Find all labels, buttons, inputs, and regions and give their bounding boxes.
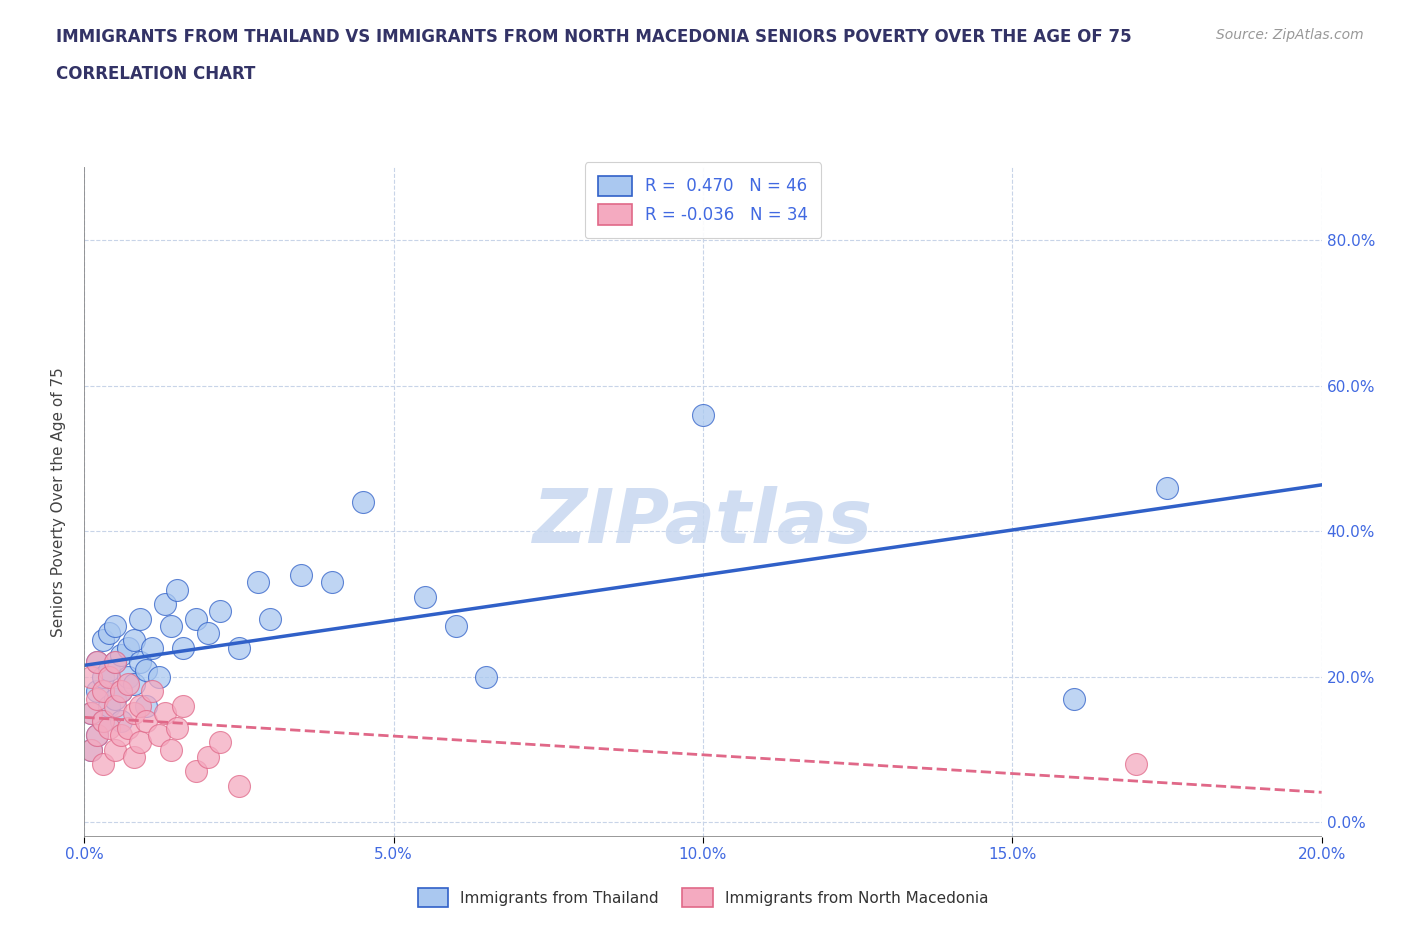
Point	[1063, 691, 1085, 706]
Point	[184, 611, 207, 626]
Point	[352, 495, 374, 510]
Point	[122, 706, 145, 721]
Point	[129, 655, 152, 670]
Y-axis label: Seniors Poverty Over the Age of 75: Seniors Poverty Over the Age of 75	[51, 367, 66, 637]
Text: ZIPatlas: ZIPatlas	[533, 485, 873, 559]
Text: Source: ZipAtlas.com: Source: ZipAtlas.com	[1216, 28, 1364, 42]
Point	[110, 647, 132, 662]
Point	[104, 698, 127, 713]
Point	[148, 670, 170, 684]
Point	[86, 684, 108, 698]
Point	[141, 641, 163, 656]
Point	[98, 698, 121, 713]
Point	[79, 742, 101, 757]
Point	[110, 684, 132, 698]
Point	[104, 655, 127, 670]
Point	[122, 677, 145, 692]
Point	[135, 713, 157, 728]
Point	[321, 575, 343, 590]
Point	[413, 590, 436, 604]
Point	[184, 764, 207, 779]
Point	[117, 677, 139, 692]
Point	[104, 655, 127, 670]
Point	[172, 698, 194, 713]
Point	[117, 721, 139, 736]
Point	[79, 706, 101, 721]
Point	[153, 597, 176, 612]
Point	[209, 604, 232, 618]
Point	[122, 633, 145, 648]
Point	[91, 713, 114, 728]
Point	[141, 684, 163, 698]
Point	[91, 684, 114, 698]
Point	[98, 662, 121, 677]
Point	[104, 691, 127, 706]
Point	[86, 655, 108, 670]
Point	[172, 641, 194, 656]
Point	[117, 641, 139, 656]
Point	[209, 735, 232, 750]
Point	[98, 626, 121, 641]
Point	[86, 727, 108, 742]
Point	[475, 670, 498, 684]
Point	[166, 721, 188, 736]
Point	[98, 670, 121, 684]
Point	[1125, 757, 1147, 772]
Point	[166, 582, 188, 597]
Legend: Immigrants from Thailand, Immigrants from North Macedonia: Immigrants from Thailand, Immigrants fro…	[412, 883, 994, 913]
Point	[160, 742, 183, 757]
Point	[91, 633, 114, 648]
Point	[148, 727, 170, 742]
Point	[110, 684, 132, 698]
Point	[197, 626, 219, 641]
Point	[110, 713, 132, 728]
Point	[104, 618, 127, 633]
Text: IMMIGRANTS FROM THAILAND VS IMMIGRANTS FROM NORTH MACEDONIA SENIORS POVERTY OVER: IMMIGRANTS FROM THAILAND VS IMMIGRANTS F…	[56, 28, 1132, 46]
Point	[110, 727, 132, 742]
Point	[91, 757, 114, 772]
Text: CORRELATION CHART: CORRELATION CHART	[56, 65, 256, 83]
Point	[228, 641, 250, 656]
Point	[117, 670, 139, 684]
Point	[228, 778, 250, 793]
Point	[79, 706, 101, 721]
Point	[160, 618, 183, 633]
Point	[692, 407, 714, 422]
Point	[444, 618, 467, 633]
Point	[129, 698, 152, 713]
Point	[86, 691, 108, 706]
Point	[153, 706, 176, 721]
Point	[1156, 480, 1178, 495]
Point	[197, 750, 219, 764]
Point	[135, 662, 157, 677]
Point	[79, 670, 101, 684]
Point	[86, 727, 108, 742]
Point	[86, 655, 108, 670]
Point	[135, 698, 157, 713]
Point	[129, 735, 152, 750]
Point	[104, 742, 127, 757]
Point	[259, 611, 281, 626]
Point	[129, 611, 152, 626]
Point	[91, 713, 114, 728]
Point	[290, 567, 312, 582]
Point	[79, 742, 101, 757]
Point	[246, 575, 269, 590]
Point	[122, 750, 145, 764]
Point	[98, 721, 121, 736]
Legend: R =  0.470   N = 46, R = -0.036   N = 34: R = 0.470 N = 46, R = -0.036 N = 34	[585, 163, 821, 238]
Point	[91, 670, 114, 684]
